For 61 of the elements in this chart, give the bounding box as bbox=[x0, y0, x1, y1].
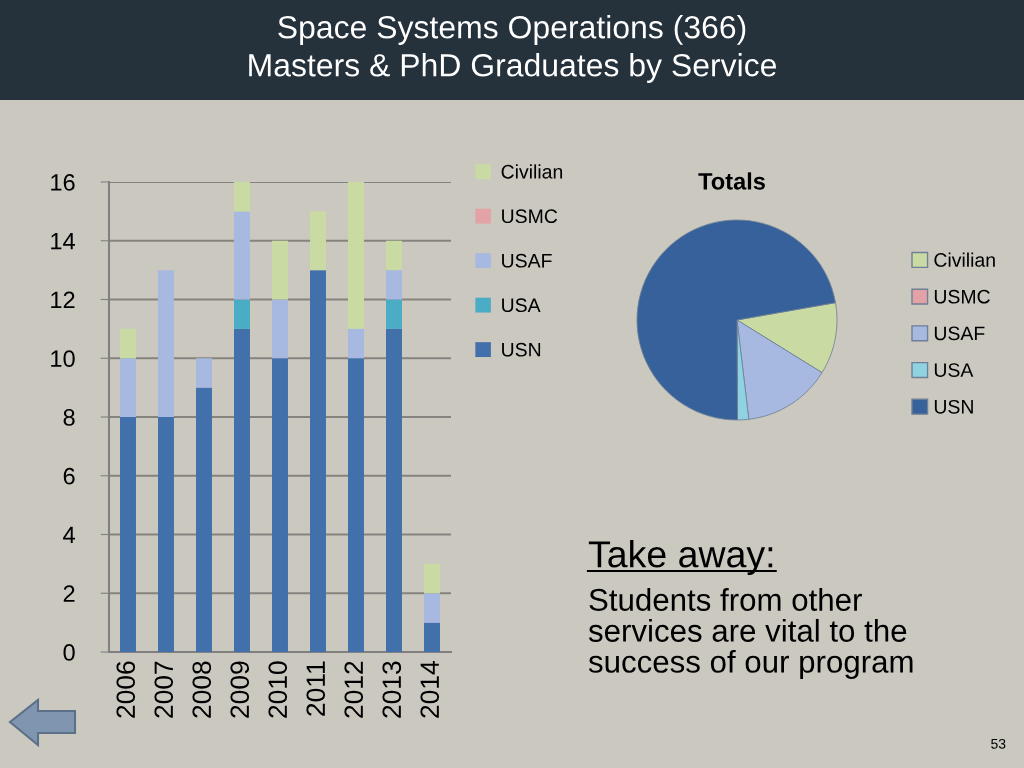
bar bbox=[386, 270, 402, 300]
bar bbox=[234, 299, 250, 329]
bar bbox=[234, 211, 250, 300]
bar bbox=[196, 387, 212, 652]
bar bbox=[348, 328, 364, 359]
y-tick-label: 6 bbox=[63, 467, 75, 485]
legend-label: USA bbox=[502, 298, 541, 313]
x-tick-label: 2010 bbox=[268, 661, 288, 718]
bar bbox=[120, 358, 136, 417]
bar bbox=[272, 358, 288, 652]
bar bbox=[272, 240, 288, 300]
y-tick-label: 16 bbox=[51, 174, 75, 191]
bar bbox=[196, 358, 212, 388]
x-tick-label: 2013 bbox=[382, 661, 402, 718]
legend-label: USN bbox=[934, 399, 973, 414]
x-tick-label: 2011 bbox=[306, 661, 326, 716]
x-tick-label: 2006 bbox=[116, 661, 136, 718]
legend-label: USMC bbox=[934, 289, 990, 304]
bar bbox=[310, 211, 326, 271]
legend-label: USN bbox=[502, 342, 541, 357]
legend-label: USA bbox=[934, 363, 974, 377]
bar bbox=[386, 240, 402, 271]
bar bbox=[424, 622, 440, 652]
legend-label: USAF bbox=[502, 253, 552, 268]
chart-title: Space Systems Operations (366) bbox=[278, 15, 746, 45]
bar bbox=[158, 270, 174, 417]
text: 53 bbox=[991, 738, 1006, 749]
legend-label: Civilian bbox=[501, 164, 563, 179]
bar bbox=[386, 328, 402, 652]
bar bbox=[234, 328, 250, 652]
legend-label: USAF bbox=[934, 326, 985, 341]
y-tick-label: 10 bbox=[51, 350, 75, 368]
y-tick-label: 8 bbox=[63, 409, 75, 426]
y-tick-label: 4 bbox=[63, 526, 75, 544]
x-tick-label: 2007 bbox=[154, 661, 174, 718]
legend-label: Civilian bbox=[934, 252, 995, 267]
y-tick-label: 14 bbox=[51, 233, 75, 250]
bar bbox=[424, 593, 440, 623]
x-tick-label: 2009 bbox=[230, 661, 250, 718]
bar bbox=[120, 328, 136, 359]
bar bbox=[348, 182, 364, 329]
x-tick-label: 2012 bbox=[344, 661, 364, 718]
x-tick-label: 2008 bbox=[192, 661, 212, 718]
text: Take away: bbox=[588, 540, 773, 575]
text: Students from other services are vital to the success of our program bbox=[588, 588, 913, 680]
bar bbox=[310, 270, 326, 652]
bar bbox=[120, 417, 136, 652]
bar bbox=[386, 299, 402, 329]
x-tick-label: 2014 bbox=[420, 661, 440, 718]
legend-label: USMC bbox=[502, 209, 558, 224]
y-tick-label: 2 bbox=[63, 585, 75, 602]
y-tick-label: 0 bbox=[63, 644, 75, 661]
bar bbox=[424, 563, 440, 594]
bar bbox=[234, 182, 250, 212]
chart-subtitle: Masters & PhD Graduates by Service bbox=[249, 53, 777, 83]
bar bbox=[272, 299, 288, 359]
bar bbox=[348, 358, 364, 652]
y-tick-label: 12 bbox=[51, 291, 75, 309]
bar bbox=[158, 417, 174, 652]
chart-title: Totals bbox=[698, 172, 765, 190]
pie-slice bbox=[636, 219, 836, 421]
